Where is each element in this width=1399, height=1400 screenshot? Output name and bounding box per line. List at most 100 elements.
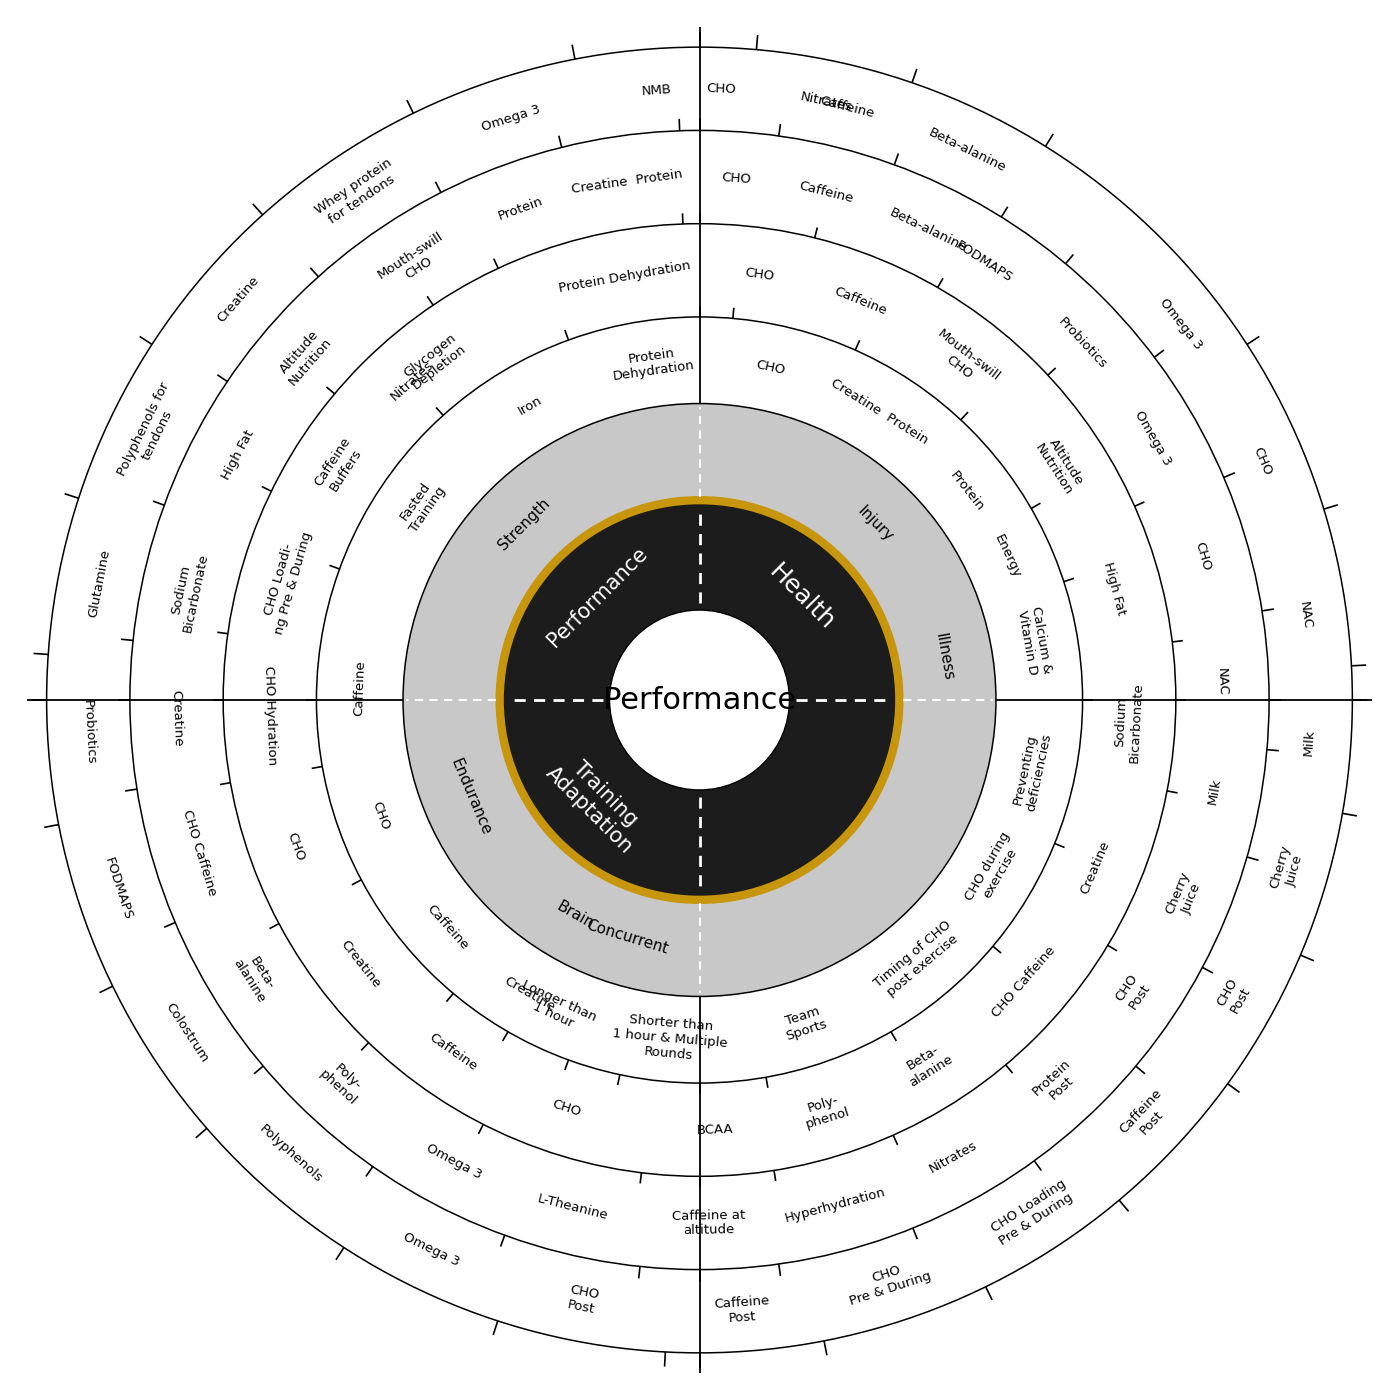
Text: Colostrum: Colostrum [162,1001,211,1065]
Text: Protein: Protein [497,195,544,223]
Circle shape [610,610,789,790]
Text: Glycogen
Depletion: Glycogen Depletion [402,330,469,392]
Text: Creatine: Creatine [214,273,262,325]
Text: Energy: Energy [992,532,1023,580]
Text: FODMAPS: FODMAPS [102,855,134,921]
Text: Caffeine: Caffeine [818,94,876,120]
Text: Caffeine
Buffers: Caffeine Buffers [312,435,367,497]
Text: Performance: Performance [603,686,796,714]
Text: Mouth-swill
CHO: Mouth-swill CHO [375,230,453,294]
Text: CHO: CHO [369,799,392,833]
Text: Brain: Brain [554,899,596,931]
Text: CHO during
exercise: CHO during exercise [963,829,1025,910]
Text: Omega 3: Omega 3 [402,1231,462,1268]
Text: Protein Dehydration: Protein Dehydration [558,259,693,295]
Text: High Fat: High Fat [1101,561,1128,617]
Text: Probiotics: Probiotics [1055,315,1109,371]
Text: Team
Sports: Team Sports [779,1004,830,1043]
Text: CHO
Pre & During: CHO Pre & During [844,1254,933,1308]
Text: Caffeine: Caffeine [424,903,470,952]
Text: CHO: CHO [754,358,786,377]
Text: Injury: Injury [855,504,895,545]
Text: FODMAPS: FODMAPS [954,238,1016,284]
Text: Altitude
Nutrition: Altitude Nutrition [1032,434,1087,498]
Text: Whey protein
for tendons: Whey protein for tendons [313,157,403,230]
Text: Omega 3: Omega 3 [1157,295,1205,351]
Text: Longer than
1 hour: Longer than 1 hour [513,979,599,1037]
Text: Timing of CHO
post exercise: Timing of CHO post exercise [872,918,964,1002]
Text: CHO: CHO [1192,540,1213,571]
Text: CHO Hydration: CHO Hydration [262,665,278,764]
Text: Health: Health [764,560,839,636]
Text: Fasted
Training: Fasted Training [395,476,448,535]
Text: Training
Adaptation: Training Adaptation [541,748,652,858]
Text: Omega 3: Omega 3 [1132,409,1174,468]
Text: CHO: CHO [744,266,775,283]
Text: Performance: Performance [543,543,651,651]
Text: Cherry
Juice: Cherry Juice [1163,869,1206,921]
Text: Strength: Strength [495,496,553,553]
Text: Creatine  Protein: Creatine Protein [571,168,683,196]
Text: CHO: CHO [284,830,306,864]
Text: Poly-
phenol: Poly- phenol [316,1057,369,1109]
Text: Mouth-swill
CHO: Mouth-swill CHO [926,328,1003,396]
Text: Creatine: Creatine [502,974,557,1014]
Text: Concurrent: Concurrent [585,918,670,958]
Text: CHO: CHO [720,171,751,186]
Text: CHO: CHO [551,1098,583,1120]
Text: Caffeine: Caffeine [797,179,855,206]
Text: CHO
Post: CHO Post [1114,973,1153,1012]
Text: NAC: NAC [1216,668,1230,696]
Text: CHO Caffeine: CHO Caffeine [180,808,218,897]
Text: Nitrates: Nitrates [799,90,853,113]
Text: CHO
Post: CHO Post [1214,977,1254,1016]
Text: Beta-
alanine: Beta- alanine [900,1040,956,1089]
Text: Protein
Dehydration: Protein Dehydration [610,344,695,384]
Text: Altitude
Nutrition: Altitude Nutrition [276,326,334,388]
Text: Probiotics: Probiotics [81,700,98,764]
Text: Sodium
Bicarbonate: Sodium Bicarbonate [166,549,210,634]
Text: NAC: NAC [1297,601,1314,630]
Text: Caffeine
Post: Caffeine Post [713,1294,771,1326]
Text: L-Theanine: L-Theanine [536,1193,610,1222]
Text: CHO: CHO [1251,445,1274,477]
Text: Beta-
alanine: Beta- alanine [231,949,281,1005]
Text: Preventing
deficiencies: Preventing deficiencies [1010,729,1053,812]
Text: BCAA: BCAA [695,1123,733,1137]
Text: Calcium &
Vitamin D: Calcium & Vitamin D [1014,605,1053,678]
Text: Creatine: Creatine [339,938,383,991]
Text: Illness: Illness [932,631,956,682]
Text: Nitrates: Nitrates [388,358,436,403]
Text: Milk: Milk [1206,777,1223,805]
Text: CHO: CHO [706,83,736,97]
Text: Cherry
Juice: Cherry Juice [1267,843,1307,893]
Text: Sodium
Bicarbonate: Sodium Bicarbonate [1112,682,1144,763]
Text: Beta-alanine: Beta-alanine [926,126,1009,175]
Text: Creatine: Creatine [169,690,185,746]
Text: Caffeine: Caffeine [353,661,368,717]
Text: Caffeine
Post: Caffeine Post [1118,1086,1175,1147]
Text: CHO Loading
Pre & During: CHO Loading Pre & During [989,1177,1076,1247]
Text: Poly-
phenol: Poly- phenol [799,1091,851,1131]
Text: Caffeine: Caffeine [427,1030,480,1074]
Text: Omega 3: Omega 3 [424,1141,484,1182]
Text: Polyphenols: Polyphenols [256,1123,325,1186]
Text: CHO Loadi-
ng Pre & During: CHO Loadi- ng Pre & During [259,526,315,637]
Text: CHO
Post: CHO Post [565,1284,600,1316]
Text: Caffeine at
altitude: Caffeine at altitude [672,1208,746,1238]
Text: Shorter than
1 hour & Multiple
Rounds: Shorter than 1 hour & Multiple Rounds [610,1012,729,1065]
Text: Glutamine: Glutamine [87,549,112,619]
Text: Iron: Iron [515,393,544,417]
Text: Hyperhydration: Hyperhydration [783,1186,887,1225]
Text: Protein: Protein [947,469,986,514]
Text: High Fat: High Fat [220,427,256,482]
Text: Creatine: Creatine [1079,839,1112,896]
Text: Beta-alanine: Beta-alanine [888,206,970,255]
Text: Milk: Milk [1302,729,1316,756]
Text: Caffeine: Caffeine [832,286,888,318]
Text: Omega 3: Omega 3 [480,104,541,134]
Text: NMB: NMB [641,83,673,98]
Text: Creatine  Protein: Creatine Protein [828,377,930,447]
Text: Nitrates: Nitrates [926,1140,979,1176]
Text: Protein
Post: Protein Post [1030,1056,1083,1109]
